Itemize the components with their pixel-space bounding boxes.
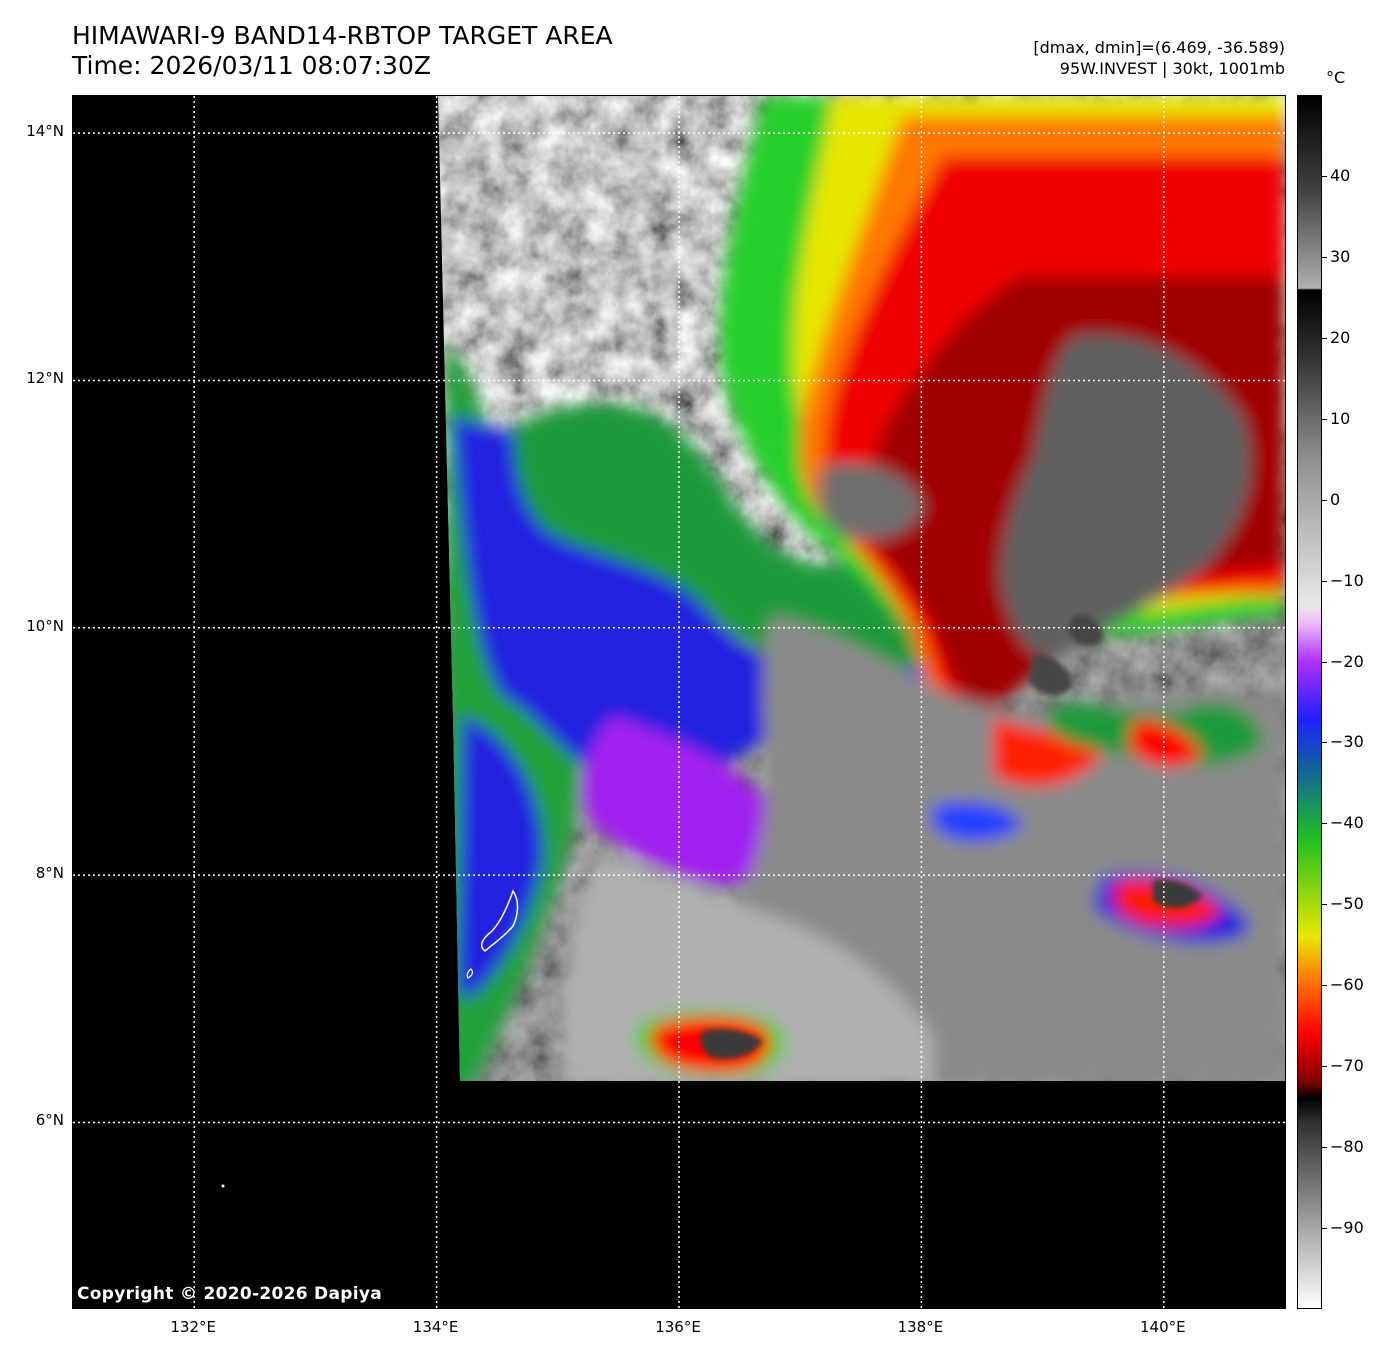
colorbar-tick-label: −60 [1330,975,1364,995]
colorbar-tick-mark [1322,904,1327,906]
coastline-islet [466,968,474,979]
title-line2: Time: 2026/03/11 08:07:30Z [72,51,431,80]
lon-tick-label: 138°E [897,1318,944,1336]
colorbar-tick-label: −90 [1330,1218,1364,1238]
gridlines [73,96,1285,1308]
colorbar-tick-mark [1322,337,1327,339]
copyright-text: Copyright © 2020-2026 Dapiya [77,1284,382,1304]
title-line1: HIMAWARI-9 BAND14-RBTOP TARGET AREA [72,21,613,50]
colorbar-tick-mark [1322,661,1327,663]
map-canvas [73,96,1285,1308]
colorbar-tick-mark [1322,580,1327,582]
colorbar-tick-label: −40 [1330,813,1364,833]
colorbar-tick-label: 0 [1330,489,1341,509]
lon-tick-label: 136°E [655,1318,701,1336]
colorbar-tick-label: 20 [1330,327,1351,347]
colorbar-tick-mark [1322,1147,1327,1149]
info-storm: 95W.INVEST | 30kt, 1001mb [1059,59,1285,78]
lat-tick-label: 10°N [26,616,64,635]
colorbar-unit: °C [1326,68,1346,87]
imagery-swath [438,96,1285,1081]
lon-tick-label: 134°E [412,1318,459,1336]
lat-tick-label: 12°N [26,369,64,388]
colorbar-tick-mark [1322,823,1327,825]
coastline-dot [221,1184,225,1188]
lat-tick-label: 6°N [35,1111,64,1130]
colorbar-tick-label: 40 [1330,165,1351,185]
lon-tick-label: 132°E [170,1318,216,1336]
colorbar-tick-mark [1322,256,1327,258]
colorbar-tick-mark [1322,1066,1327,1068]
lat-tick-label: 14°N [26,122,64,141]
colorbar-tick-mark [1322,1228,1327,1230]
colorbar-tick-label: −20 [1330,651,1364,671]
lat-tick-label: 8°N [35,864,64,883]
colorbar-tick-label: −30 [1330,732,1364,752]
colorbar-tick-label: −50 [1330,894,1364,914]
colorbar-tick-label: −10 [1330,570,1364,590]
colorbar-tick-mark [1322,175,1327,177]
info-dmax-dmin: [dmax, dmin]=(6.469, -36.589) [1033,38,1285,57]
colorbar-tick-label: −80 [1330,1137,1364,1157]
colorbar-tick-mark [1322,985,1327,987]
coastline [480,889,519,952]
colorbar-tick-mark [1322,418,1327,420]
colorbar-tick-label: 10 [1330,408,1351,428]
satellite-map [72,95,1286,1309]
colorbar-tick-mark [1322,499,1327,501]
lon-tick-label: 140°E [1139,1318,1186,1336]
colorbar-tick-label: 30 [1330,246,1351,266]
colorbar-tick-mark [1322,742,1327,744]
colorbar [1297,95,1322,1309]
colorbar-tick-label: −70 [1330,1056,1364,1076]
